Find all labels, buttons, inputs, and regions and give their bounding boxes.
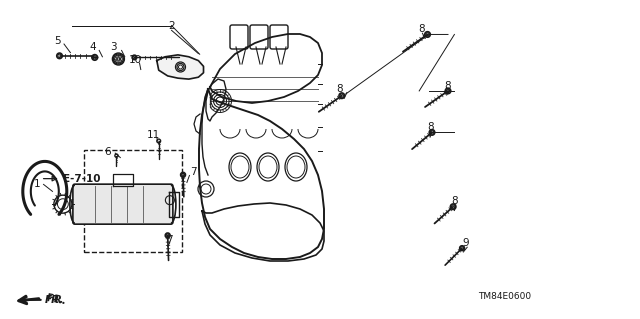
Text: 2: 2 [168,21,175,31]
Bar [84,150,182,252]
Text: 7: 7 [190,167,196,177]
Text: E-7-10: E-7-10 [63,174,100,184]
Text: 9: 9 [463,238,469,248]
Text: 8: 8 [445,81,451,91]
Text: FR.: FR. [45,295,64,305]
Text: 4: 4 [90,42,96,52]
Text: 1: 1 [34,179,40,189]
Text: 6: 6 [104,146,111,157]
Text: 10: 10 [129,55,142,65]
Text: FR.: FR. [46,293,67,307]
Polygon shape [157,55,204,79]
Text: 5: 5 [54,36,61,46]
Text: TM84E0600: TM84E0600 [477,292,531,301]
Text: 3: 3 [111,42,117,52]
Text: 8: 8 [418,24,424,34]
FancyBboxPatch shape [73,184,173,224]
Text: 8: 8 [336,84,342,94]
Text: 11: 11 [147,130,160,140]
Text: 7: 7 [166,235,173,245]
Text: 8: 8 [427,122,433,132]
Text: 8: 8 [451,196,458,206]
